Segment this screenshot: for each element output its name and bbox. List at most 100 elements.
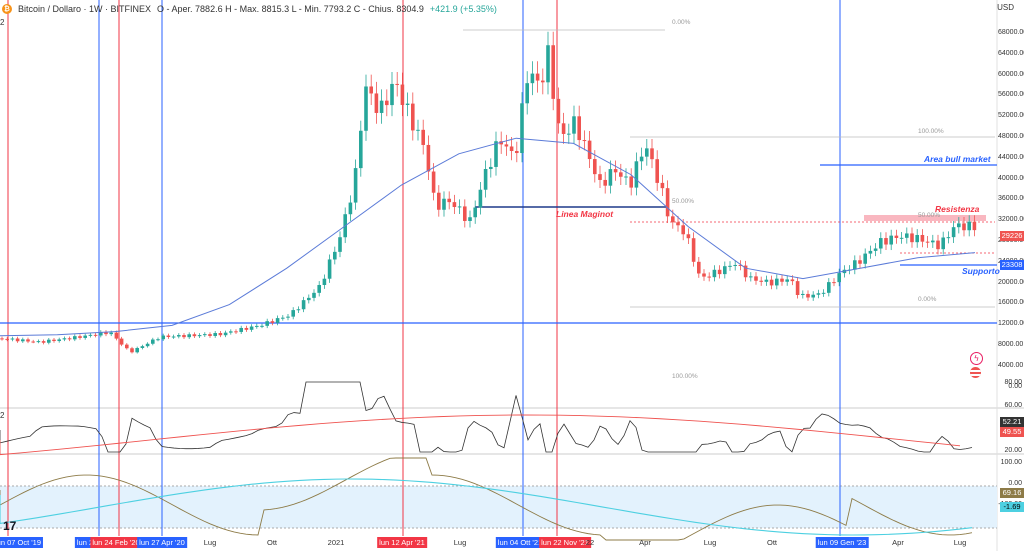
time-axis-tick: Apr (892, 538, 904, 547)
candle-body (535, 73, 540, 81)
candle-body (156, 339, 160, 341)
candle-body (437, 192, 441, 210)
rsi-axis-tick: 20.00 (1004, 446, 1022, 454)
candle-body (281, 317, 285, 319)
candle-body (255, 325, 259, 327)
flag-icon[interactable] (970, 367, 981, 378)
candle-body (941, 237, 945, 250)
candle-body (140, 346, 145, 348)
candle-body (749, 276, 753, 278)
candle-body (431, 171, 436, 193)
candle-body (629, 176, 633, 188)
candle-body (452, 202, 457, 208)
candle-body (769, 279, 774, 286)
candle-body (593, 159, 597, 175)
candle-body (691, 238, 696, 262)
candle-body (733, 264, 737, 266)
candle-body (166, 335, 171, 338)
price-axis-tick: 56000.00 (998, 91, 1024, 99)
candle-body (759, 280, 763, 282)
time-axis-tick: Lug (453, 538, 467, 547)
time-axis-marker[interactable]: lun 2 (74, 537, 96, 548)
time-axis-marker[interactable]: lun 04 Ott '21 (495, 537, 545, 548)
time-axis-tick: Apr (639, 538, 651, 547)
candle-body (551, 45, 555, 99)
candle-body (161, 335, 165, 340)
candle-body (801, 293, 805, 295)
candle-body (806, 293, 810, 298)
time-axis-tick: Lug (953, 538, 967, 547)
price-axis-tick: 44000.00 (998, 153, 1024, 161)
rsi-ma-value-tag: 49.55 (1000, 427, 1024, 437)
osc-axis-tick: 0.00 (1008, 480, 1022, 487)
candle-body (967, 221, 971, 231)
candle-body (104, 332, 108, 335)
candle-body (681, 225, 685, 235)
fib-label: 50.00% (918, 212, 941, 219)
price-axis-tick: 64000.00 (998, 49, 1024, 57)
time-axis-tick: Ott (266, 538, 278, 547)
candle-body (182, 335, 186, 338)
pane-collapse-button[interactable]: 2 (0, 18, 5, 27)
candle-body (723, 266, 727, 275)
candle-body (655, 159, 659, 183)
time-axis-marker[interactable]: lun 27 Apr '20 (137, 537, 187, 548)
bitcoin-logo-icon: ₿ (2, 4, 12, 14)
time-axis-marker[interactable]: lun 07 Oct '19 (0, 537, 44, 548)
osc-signal-line (0, 478, 973, 536)
candle-body (489, 166, 493, 170)
candle-body (561, 123, 566, 134)
candle-body (962, 223, 966, 231)
pane-collapse-button[interactable]: 2 (0, 411, 5, 420)
time-axis-marker[interactable]: lun 24 Feb '20 (90, 537, 142, 548)
candle-body (894, 235, 899, 238)
candle-body (187, 334, 191, 338)
time-axis-tick: 2021 (327, 538, 345, 547)
rsi-line (0, 381, 973, 453)
time-axis-marker[interactable]: lun 12 Apr '21 (377, 537, 427, 548)
candle-body (327, 259, 332, 279)
candle-body (712, 269, 717, 278)
candle-body (135, 347, 139, 353)
candle-body (468, 217, 472, 221)
tradingview-logo: 17 (3, 519, 17, 533)
time-axis-tick: Lug (203, 538, 217, 547)
candle-body (67, 338, 72, 340)
candle-body (130, 348, 134, 353)
candle-body (5, 338, 9, 340)
candle-body (697, 261, 701, 274)
candle-body (541, 80, 545, 83)
candle-body (795, 281, 800, 295)
time-axis-marker[interactable]: lun 09 Gen '23 (815, 537, 869, 548)
candle-body (239, 327, 243, 332)
candle-body (338, 237, 342, 252)
candle-body (879, 238, 883, 249)
candle-body (333, 251, 337, 260)
candle-body (31, 341, 35, 343)
candle-body (827, 282, 831, 293)
candle-body (312, 292, 316, 298)
candle-body (88, 334, 93, 336)
candle-body (530, 73, 535, 84)
candle-body (775, 278, 779, 286)
candle-body (260, 325, 264, 327)
price-axis-tick: 8000.00 (998, 341, 1024, 348)
candle-body (951, 227, 956, 238)
candle-body (650, 148, 654, 160)
price-axis-tick: 16000.00 (998, 299, 1024, 307)
price-axis-tick: 60000.00 (998, 70, 1024, 78)
candle-body (296, 309, 301, 311)
annotation-linea-maginot[interactable]: Linea Maginot (556, 209, 614, 219)
candle-body (99, 332, 103, 336)
candle-body (556, 98, 561, 124)
lightning-icon[interactable]: ϟ (970, 352, 983, 365)
time-axis-marker[interactable]: lun 22 Nov '21 (539, 537, 591, 548)
annotation-resistenza[interactable]: Resistenza (935, 204, 980, 214)
candle-body (223, 332, 228, 336)
candle-body (379, 100, 384, 113)
candle-body (936, 240, 940, 250)
symbol-title[interactable]: Bitcoin / Dollaro · 1W · BITFINEX (18, 4, 152, 14)
annotation-area-bull[interactable]: Area bull market (924, 154, 991, 164)
annotation-supporto[interactable]: Supporto (962, 266, 1000, 276)
